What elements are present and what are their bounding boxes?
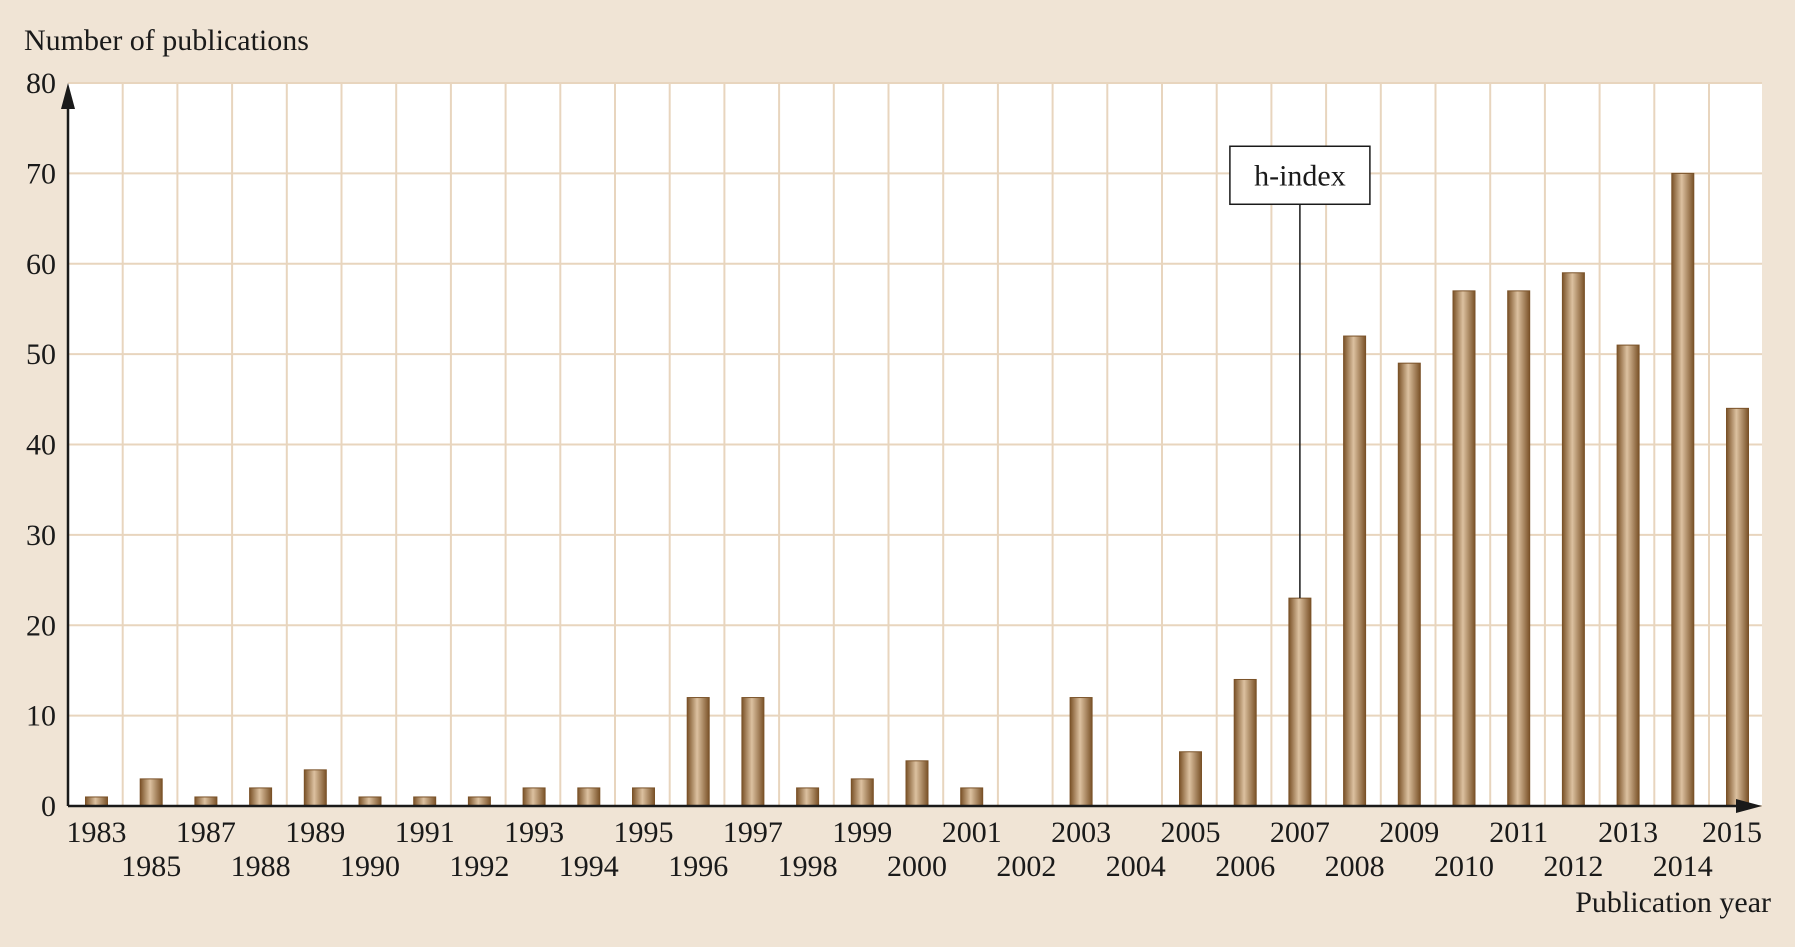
x-tick-label: 1994 (559, 850, 619, 883)
x-tick-label: 2008 (1325, 850, 1385, 883)
bar-1986 (249, 787, 273, 807)
x-tick-label: 1983 (67, 816, 127, 849)
x-tick-label: 1992 (449, 850, 509, 883)
annotation-box (1229, 145, 1371, 206)
bar-1992 (577, 787, 601, 807)
y-tick-label: 60 (26, 248, 56, 281)
x-tick-label: 2009 (1379, 816, 1439, 849)
bar-1995 (741, 697, 765, 807)
labels: 0102030405060708019831985198719881989199… (26, 67, 1762, 883)
x-tick-label: 2003 (1051, 816, 1111, 849)
bar-1989 (413, 796, 437, 807)
bar-2010 (1561, 272, 1585, 807)
bar-1991 (522, 787, 546, 807)
annotation-label: h-index (1254, 159, 1346, 192)
bar-1999 (960, 787, 984, 807)
x-tick-label: 2010 (1434, 850, 1494, 883)
x-tick-label: 2012 (1543, 850, 1603, 883)
x-tick-label: 2001 (942, 816, 1002, 849)
x-tick-label: 1985 (121, 850, 181, 883)
grid (68, 82, 1762, 807)
bar-2007 (1397, 362, 1421, 807)
bar-2001 (1069, 697, 1093, 807)
bar-1988 (358, 796, 382, 807)
x-tick-label: 2004 (1106, 850, 1166, 883)
x-tick-label: 2014 (1653, 850, 1713, 883)
x-tick-label: 2011 (1489, 816, 1548, 849)
x-tick-label: 1987 (176, 816, 236, 849)
bar-2009 (1507, 290, 1531, 807)
x-tick-label: 2005 (1161, 816, 1221, 849)
x-tick-label: 2002 (996, 850, 1056, 883)
bar-2004 (1233, 678, 1257, 807)
y-tick-label: 40 (26, 429, 56, 462)
x-tick-label: 2000 (887, 850, 947, 883)
y-axis-arrow-icon (61, 83, 75, 109)
x-tick-label: 1997 (723, 816, 783, 849)
bar-1996 (796, 787, 820, 807)
bar-2011 (1616, 344, 1640, 807)
bar-1994 (686, 697, 710, 807)
bar-1983 (85, 796, 108, 807)
x-tick-label: 2006 (1215, 850, 1275, 883)
bar-1993 (632, 787, 655, 807)
y-tick-label: 10 (26, 700, 56, 733)
bar-2013 (1726, 407, 1749, 807)
x-tick-label: 1993 (504, 816, 564, 849)
bar-1985 (194, 796, 218, 807)
x-tick-label: 2007 (1270, 816, 1330, 849)
y-axis-title: Number of publications (24, 24, 309, 57)
x-axis-arrow-icon (1736, 799, 1762, 813)
bar-1984 (139, 778, 163, 807)
axes (61, 83, 1762, 813)
y-tick-label: 70 (26, 157, 56, 190)
x-tick-label: 1995 (614, 816, 674, 849)
bar-2012 (1671, 172, 1695, 807)
x-tick-label: 1999 (832, 816, 892, 849)
x-tick-label: 1988 (231, 850, 291, 883)
x-tick-label: 1996 (668, 850, 728, 883)
bar-2006 (1343, 335, 1367, 807)
x-tick-label: 2013 (1598, 816, 1658, 849)
x-tick-label: 1991 (395, 816, 455, 849)
bar-2005 (1288, 597, 1312, 807)
y-tick-label: 80 (26, 67, 56, 100)
x-tick-label: 1989 (285, 816, 345, 849)
bar-1998 (905, 760, 929, 807)
bar-1997 (850, 778, 874, 807)
y-tick-label: 0 (41, 790, 56, 823)
x-axis-title: Publication year (1575, 886, 1771, 919)
bar-1990 (467, 796, 491, 807)
annotations: h-index (1229, 145, 1371, 599)
x-tick-label: 2015 (1702, 816, 1762, 849)
y-tick-label: 50 (26, 338, 56, 371)
bar-1987 (303, 769, 327, 807)
bar-2008 (1452, 290, 1476, 807)
y-tick-label: 20 (26, 609, 56, 642)
y-tick-label: 30 (26, 519, 56, 552)
x-tick-label: 1990 (340, 850, 400, 883)
x-tick-label: 1998 (778, 850, 838, 883)
bar-2003 (1179, 751, 1202, 807)
